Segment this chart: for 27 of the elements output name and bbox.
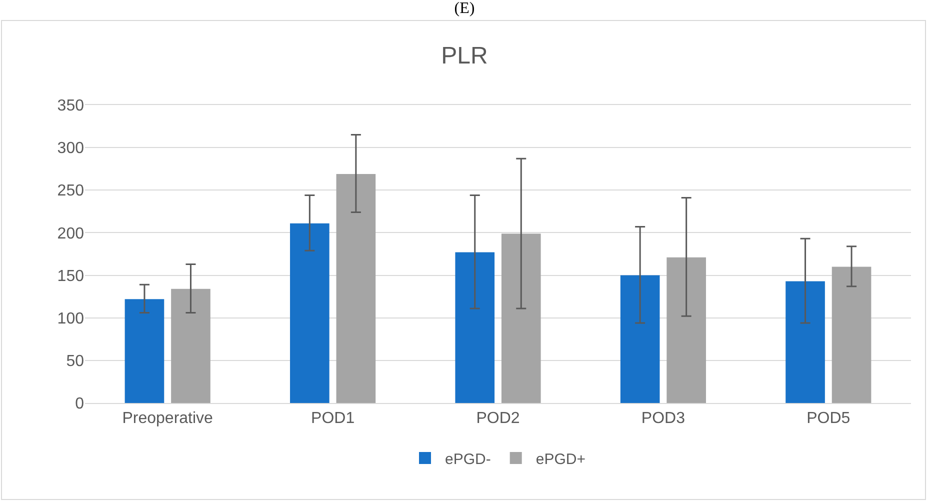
bar: [501, 234, 541, 403]
legend-label: ePGD-: [445, 450, 491, 468]
y-tick-label: 150: [57, 268, 84, 285]
y-tick-label: 350: [57, 98, 84, 115]
x-tick-label: POD2: [476, 410, 520, 428]
x-tick-label: POD3: [641, 410, 686, 428]
legend-label: ePGD+: [536, 450, 586, 468]
y-tick-label: 50: [66, 353, 84, 370]
bar: [832, 266, 872, 403]
bar: [171, 288, 210, 403]
bar: [290, 223, 330, 403]
bar: [455, 252, 495, 403]
y-tick-label: 100: [57, 310, 84, 328]
text: (E): [453, 0, 476, 18]
bar: [124, 299, 164, 403]
y-tick-label: 300: [57, 140, 84, 158]
bar: [620, 275, 660, 403]
x-tick-label: Preoperative: [122, 410, 214, 428]
bar: [786, 281, 825, 403]
chart-title: PLR: [441, 42, 488, 70]
x-tick-label: POD5: [806, 410, 850, 428]
y-tick-label: 0: [75, 396, 84, 413]
y-tick-label: 250: [57, 182, 84, 200]
bar: [336, 174, 376, 403]
y-tick-label: 200: [57, 225, 84, 242]
x-tick-label: POD1: [311, 410, 355, 428]
bar: [666, 257, 706, 403]
